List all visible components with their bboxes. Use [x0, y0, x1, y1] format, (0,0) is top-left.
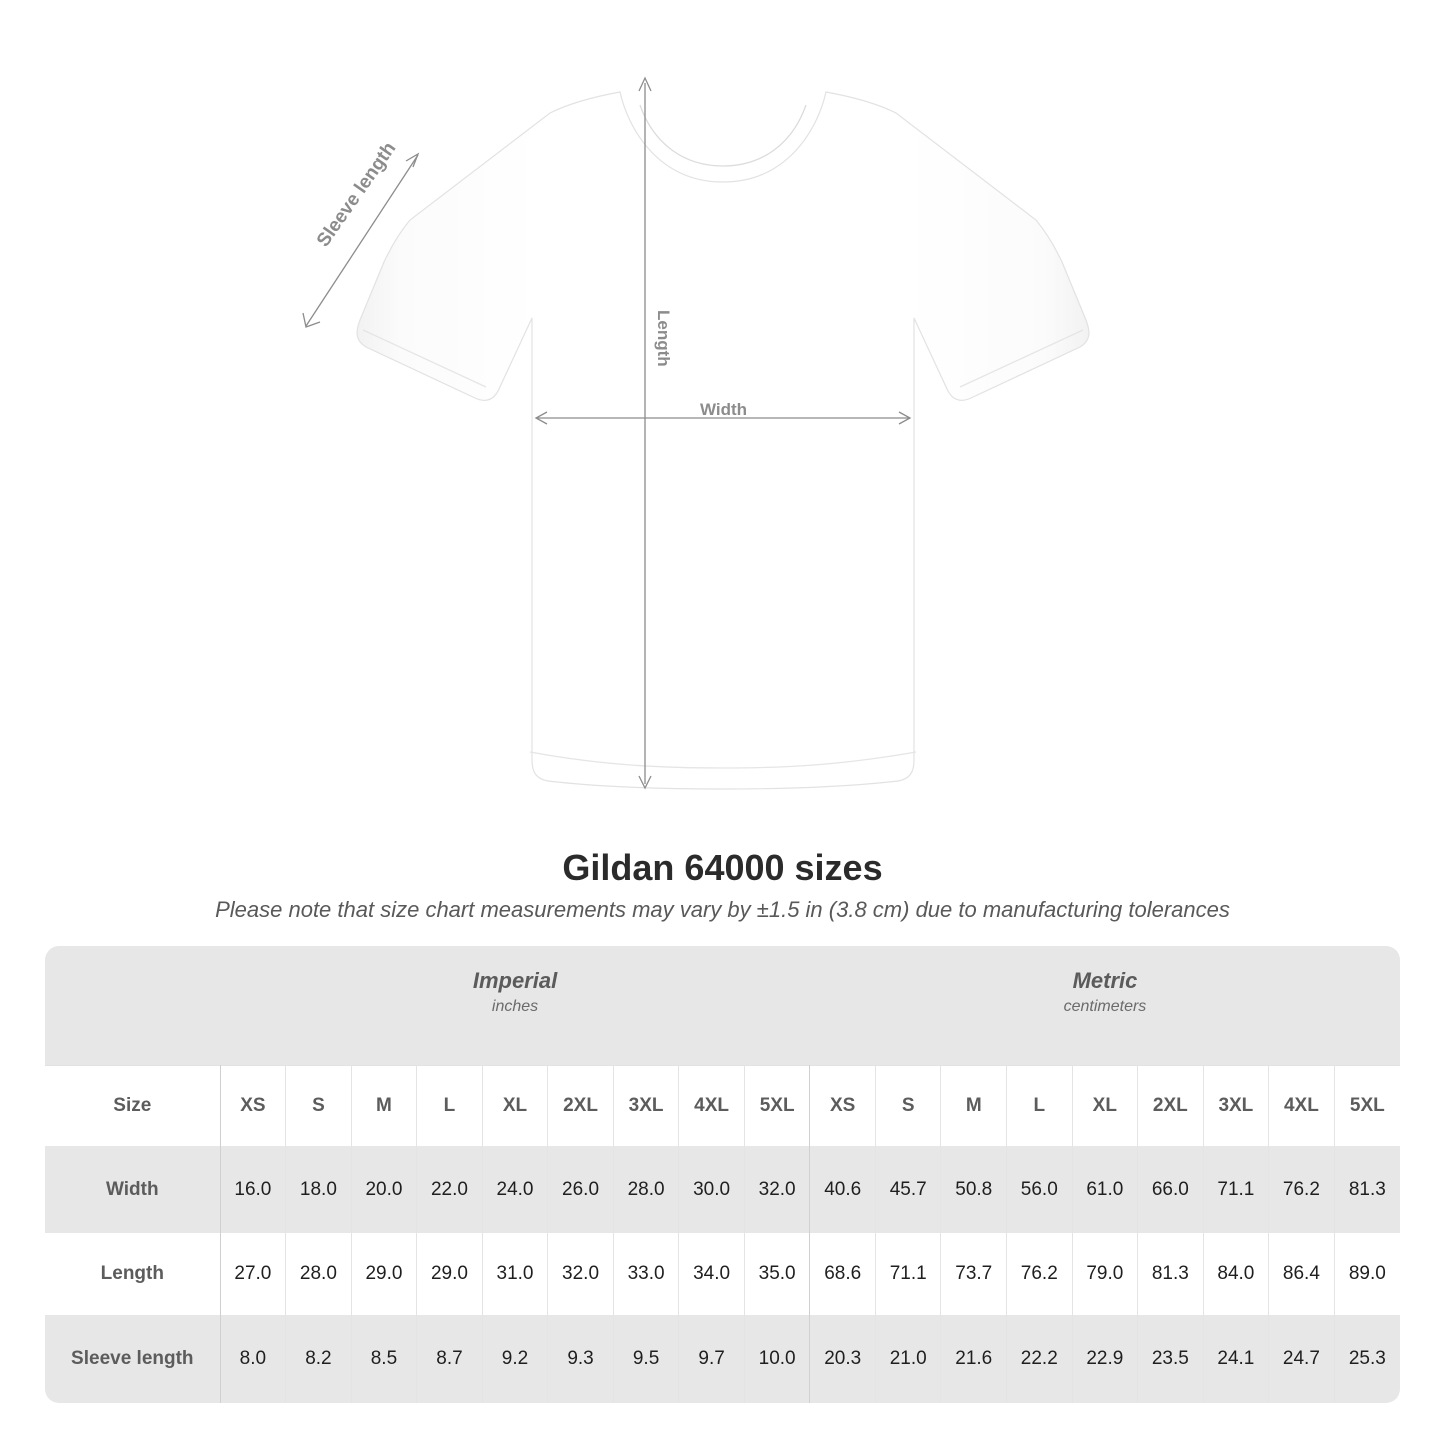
svg-text:Sleeve length: Sleeve length [313, 138, 400, 250]
svg-text:Width: Width [700, 400, 747, 419]
svg-text:Length: Length [654, 310, 673, 367]
